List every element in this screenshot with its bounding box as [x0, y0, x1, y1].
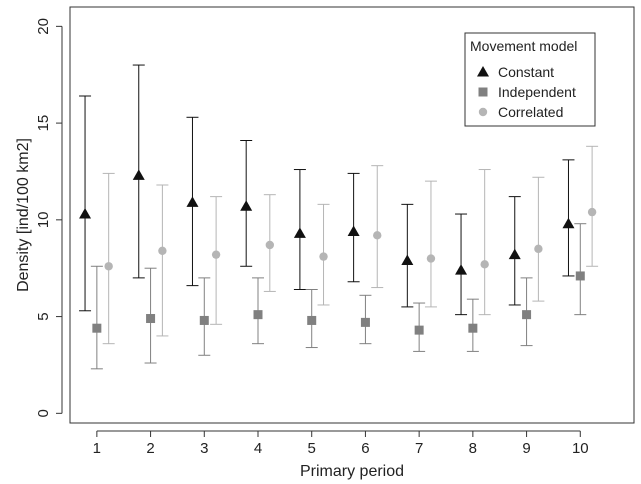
data-point [360, 317, 370, 327]
data-point [199, 315, 209, 325]
data-point [373, 231, 382, 240]
x-tick-label: 2 [146, 440, 154, 457]
x-tick-label: 5 [308, 440, 316, 457]
legend-items: Constant Independent Correlated [477, 64, 576, 120]
legend-title: Movement model [470, 38, 577, 54]
data-point [211, 250, 221, 259]
legend-label-independent: Independent [498, 84, 576, 100]
x-tick-label: 10 [572, 440, 589, 457]
series-correlated [102, 145, 599, 345]
data-point [455, 264, 468, 275]
data-point [468, 323, 478, 333]
x-tick-label: 8 [469, 440, 477, 457]
y-tick-label: 0 [35, 409, 52, 417]
data-point [293, 227, 306, 238]
legend-label-correlated: Correlated [498, 104, 563, 120]
x-tick-label: 9 [522, 440, 530, 457]
x-tick-label: 6 [361, 440, 369, 457]
data-point [401, 254, 414, 265]
data-point [562, 217, 575, 229]
data-point [146, 314, 156, 324]
data-point [587, 207, 597, 217]
data-point [522, 310, 532, 320]
legend-marker-constant [477, 66, 489, 77]
y-axis-title: Density [ind/100 km2] [15, 138, 32, 292]
data-point [307, 315, 317, 325]
data-point [132, 169, 145, 180]
x-tick-label: 7 [415, 440, 423, 457]
x-tick-label: 1 [93, 440, 101, 457]
data-point [240, 200, 253, 211]
data-point [265, 240, 275, 250]
data-point [508, 248, 521, 260]
legend-label-constant: Constant [498, 64, 554, 80]
y-tick-label: 10 [35, 211, 52, 228]
x-axis-title: Primary period [300, 463, 404, 480]
data-point [253, 310, 263, 320]
data-point [426, 254, 436, 263]
data-point [319, 252, 328, 261]
y-tick-label: 20 [35, 18, 52, 35]
data-point [534, 244, 543, 254]
data-point [104, 262, 113, 271]
data-marks [79, 64, 599, 370]
data-point [480, 260, 489, 269]
x-tick-label: 4 [254, 440, 262, 457]
data-point [158, 246, 167, 255]
legend-marker-independent [478, 87, 488, 97]
data-point [79, 208, 92, 219]
series-independent [90, 223, 587, 370]
plot-area-frame [69, 6, 635, 424]
y-tick-label: 5 [35, 312, 52, 320]
legend: Movement model Constant Independent Correl… [464, 32, 596, 127]
y-axis: 0 5 10 15 20 [35, 18, 63, 417]
y-tick-label: 15 [35, 115, 52, 132]
data-point [186, 196, 199, 207]
x-tick-label: 3 [200, 440, 208, 457]
x-axis: 1 2 3 4 5 6 7 8 9 10 [93, 430, 589, 457]
data-point [575, 271, 585, 281]
data-point [347, 225, 360, 236]
legend-marker-correlated [478, 107, 488, 117]
series-constant [79, 64, 575, 316]
data-point [414, 325, 424, 335]
data-point [92, 323, 102, 333]
